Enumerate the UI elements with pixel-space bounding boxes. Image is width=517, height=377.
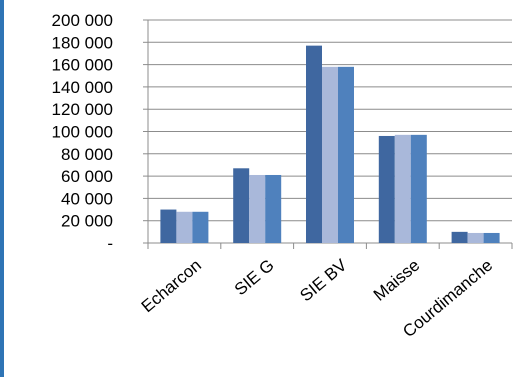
y-tick-label: 160 000 [52,56,113,75]
y-tick-label: 120 000 [52,100,113,119]
bar [249,174,266,243]
bars [160,45,500,243]
bar [451,231,468,243]
bar [265,174,282,243]
y-tick-label: 180 000 [52,33,113,52]
x-tick-label: Echarcon [138,256,205,317]
bar [322,66,338,243]
bar [160,209,177,243]
bar [233,168,250,243]
bar [306,45,322,243]
bar [176,211,193,243]
bar [338,66,354,243]
y-tick-labels: - 20 000 40 000 60 000 80 000 100 000 120 000 1… [52,11,113,253]
y-tick-label: 100 000 [52,123,113,142]
bar [192,211,209,243]
y-tick-label: 200 000 [52,11,113,30]
bar [467,232,484,243]
y-tick-label: 20 000 [61,212,113,231]
y-tick-label: 80 000 [61,145,113,164]
y-tick-label: 60 000 [61,167,113,186]
y-tick-label: 140 000 [52,78,113,97]
gridlines [148,19,512,222]
x-tick-label: Maisse [370,256,423,305]
x-tick-label: SIE G [231,256,278,300]
frame-left-border [0,0,4,377]
bar [378,135,395,243]
y-tick-label: - [107,234,113,253]
bar [394,134,411,243]
bar [410,134,427,243]
x-tick-label: SIE BV [296,255,351,305]
bar [483,232,500,243]
y-tick-label: 40 000 [61,189,113,208]
